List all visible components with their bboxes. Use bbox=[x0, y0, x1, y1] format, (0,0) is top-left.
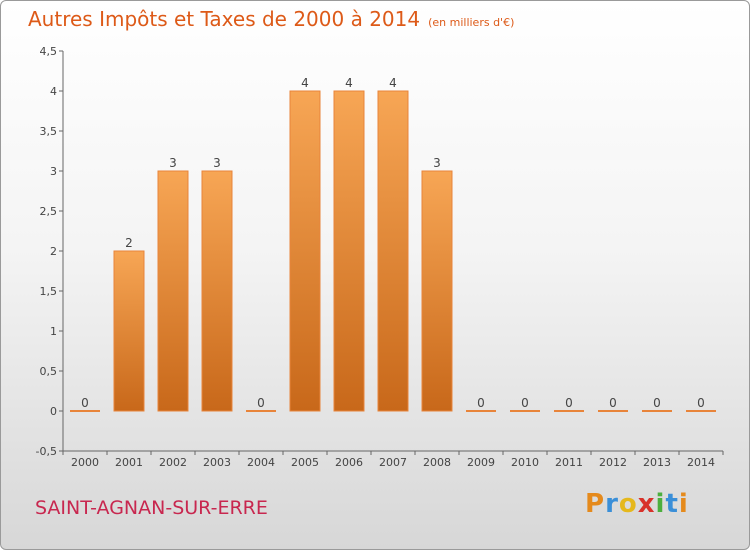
data-label: 0 bbox=[477, 396, 485, 410]
chart-title: Autres Impôts et Taxes de 2000 à 2014 bbox=[28, 7, 421, 31]
x-tick-label: 2001 bbox=[115, 456, 143, 469]
x-tick-label: 2008 bbox=[423, 456, 451, 469]
data-label: 3 bbox=[433, 156, 441, 170]
data-label: 2 bbox=[125, 236, 133, 250]
bar bbox=[246, 410, 276, 412]
x-tick-label: 2009 bbox=[467, 456, 495, 469]
data-label: 0 bbox=[653, 396, 661, 410]
bar bbox=[421, 170, 453, 412]
y-tick-label: 4,5 bbox=[40, 45, 58, 58]
y-tick-label: 0 bbox=[50, 405, 57, 418]
x-tick-label: 2013 bbox=[643, 456, 671, 469]
x-tick-label: 2003 bbox=[203, 456, 231, 469]
logo-letter: i bbox=[655, 489, 666, 519]
bar bbox=[642, 410, 672, 412]
y-tick-label: -0,5 bbox=[36, 445, 57, 458]
chart-title-block: Autres Impôts et Taxes de 2000 à 2014 (en… bbox=[28, 7, 514, 31]
logo-letter: i bbox=[678, 489, 689, 519]
y-tick-label: 1 bbox=[50, 325, 57, 338]
data-label: 0 bbox=[565, 396, 573, 410]
x-tick-label: 2000 bbox=[71, 456, 99, 469]
y-tick-label: 1,5 bbox=[40, 285, 58, 298]
x-tick-label: 2006 bbox=[335, 456, 363, 469]
chart-bars bbox=[70, 90, 716, 412]
x-tick-label: 2005 bbox=[291, 456, 319, 469]
y-tick-label: 2,5 bbox=[40, 205, 58, 218]
y-tick-label: 4 bbox=[50, 85, 57, 98]
bar bbox=[113, 250, 145, 412]
proxiti-logo: Proxiti bbox=[585, 489, 689, 519]
data-label: 0 bbox=[257, 396, 265, 410]
chart-subtitle: (en milliers d'€) bbox=[428, 16, 515, 29]
x-tick-label: 2011 bbox=[555, 456, 583, 469]
bar bbox=[554, 410, 584, 412]
data-label: 4 bbox=[301, 76, 309, 90]
y-tick-label: 3,5 bbox=[40, 125, 58, 138]
data-label: 3 bbox=[213, 156, 221, 170]
commune-name: SAINT-AGNAN-SUR-ERRE bbox=[35, 497, 268, 519]
x-tick-label: 2014 bbox=[687, 456, 715, 469]
x-tick-label: 2004 bbox=[247, 456, 275, 469]
data-label: 0 bbox=[609, 396, 617, 410]
bar bbox=[510, 410, 540, 412]
bar bbox=[201, 170, 233, 412]
x-tick-label: 2002 bbox=[159, 456, 187, 469]
bar bbox=[157, 170, 189, 412]
logo-letter: t bbox=[665, 489, 679, 519]
y-tick-label: 2 bbox=[50, 245, 57, 258]
x-tick-label: 2007 bbox=[379, 456, 407, 469]
data-label: 0 bbox=[697, 396, 705, 410]
x-tick-label: 2012 bbox=[599, 456, 627, 469]
bar bbox=[686, 410, 716, 412]
data-label: 4 bbox=[389, 76, 397, 90]
data-label: 3 bbox=[169, 156, 177, 170]
bar bbox=[289, 90, 321, 412]
bar bbox=[466, 410, 496, 412]
bar bbox=[598, 410, 628, 412]
data-label: 0 bbox=[81, 396, 89, 410]
x-tick-label: 2010 bbox=[511, 456, 539, 469]
bar bbox=[333, 90, 365, 412]
logo-letter: P bbox=[585, 489, 606, 519]
logo-letter: x bbox=[637, 489, 656, 519]
data-label: 0 bbox=[521, 396, 529, 410]
bar bbox=[377, 90, 409, 412]
logo-letter: r bbox=[605, 489, 619, 519]
y-tick-label: 0,5 bbox=[40, 365, 58, 378]
chart-value-labels: 0 2 3 3 0 4 4 4 3 0 0 0 0 0 0 bbox=[81, 76, 705, 410]
logo-letter: o bbox=[618, 489, 638, 519]
data-label: 4 bbox=[345, 76, 353, 90]
y-tick-label: 3 bbox=[50, 165, 57, 178]
bar bbox=[70, 410, 100, 412]
